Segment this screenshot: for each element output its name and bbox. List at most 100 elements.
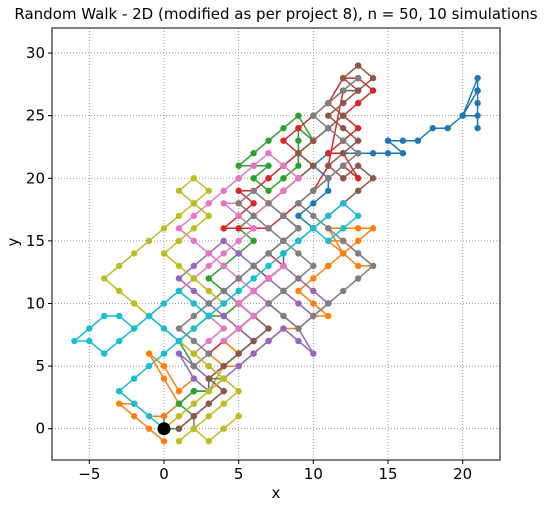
series-3-point bbox=[280, 175, 286, 181]
y-tick-label: 15 bbox=[26, 232, 45, 250]
series-10-point bbox=[161, 325, 167, 331]
series-4-point bbox=[250, 200, 256, 206]
series-8-point bbox=[206, 300, 212, 306]
series-9-point bbox=[161, 250, 167, 256]
series-6-point bbox=[340, 112, 346, 118]
series-8-point bbox=[295, 250, 301, 256]
series-6-point bbox=[355, 163, 361, 169]
series-7-point bbox=[280, 188, 286, 194]
series-2-point bbox=[310, 300, 316, 306]
series-6-point bbox=[206, 375, 212, 381]
series-8-point bbox=[310, 213, 316, 219]
series-8-point bbox=[295, 225, 301, 231]
series-10-point bbox=[250, 275, 256, 281]
series-6-point bbox=[265, 325, 271, 331]
series-9-point bbox=[206, 288, 212, 294]
series-1-point bbox=[474, 100, 480, 106]
series-1-point bbox=[400, 150, 406, 156]
series-8-point bbox=[250, 213, 256, 219]
series-10-point bbox=[191, 325, 197, 331]
series-9-point bbox=[191, 350, 197, 356]
series-8-point bbox=[295, 200, 301, 206]
series-5-point bbox=[265, 338, 271, 344]
series-6-point bbox=[340, 100, 346, 106]
series-9-point bbox=[206, 413, 212, 419]
series-7-point bbox=[235, 238, 241, 244]
series-5-point bbox=[280, 325, 286, 331]
series-5-point bbox=[295, 338, 301, 344]
series-7-point bbox=[206, 250, 212, 256]
series-3-point bbox=[250, 238, 256, 244]
series-5-point bbox=[221, 313, 227, 319]
series-8-point bbox=[325, 175, 331, 181]
series-10-point bbox=[295, 238, 301, 244]
series-1-point bbox=[474, 75, 480, 81]
series-8-point bbox=[265, 225, 271, 231]
series-10-point bbox=[325, 213, 331, 219]
series-10-point bbox=[280, 250, 286, 256]
series-4-point bbox=[235, 225, 241, 231]
series-2-point bbox=[355, 263, 361, 269]
series-2-point bbox=[310, 275, 316, 281]
series-10-point bbox=[116, 388, 122, 394]
series-7-point bbox=[206, 200, 212, 206]
series-10-point bbox=[191, 300, 197, 306]
series-8-point bbox=[340, 137, 346, 143]
series-2-point bbox=[355, 225, 361, 231]
series-10-point bbox=[146, 363, 152, 369]
series-7-point bbox=[221, 188, 227, 194]
series-5-point bbox=[310, 288, 316, 294]
series-1-point bbox=[474, 87, 480, 93]
series-6-point bbox=[221, 363, 227, 369]
y-tick-label: 10 bbox=[26, 294, 45, 312]
series-4-point bbox=[370, 87, 376, 93]
series-9-point bbox=[221, 425, 227, 431]
series-4-point bbox=[265, 175, 271, 181]
series-9-point bbox=[176, 238, 182, 244]
series-8-point bbox=[206, 350, 212, 356]
series-10-point bbox=[86, 338, 92, 344]
series-9-point bbox=[146, 238, 152, 244]
series-9-point bbox=[191, 425, 197, 431]
series-2-point bbox=[161, 413, 167, 419]
series-8-point bbox=[325, 125, 331, 131]
series-9-point bbox=[176, 188, 182, 194]
series-6-point bbox=[295, 150, 301, 156]
series-8-point bbox=[325, 300, 331, 306]
series-5-point bbox=[191, 288, 197, 294]
series-2-point bbox=[161, 375, 167, 381]
series-10-point bbox=[131, 400, 137, 406]
series-2-point bbox=[116, 400, 122, 406]
series-10-point bbox=[176, 338, 182, 344]
series-3-point bbox=[295, 163, 301, 169]
series-3-point bbox=[295, 112, 301, 118]
series-7-point bbox=[221, 263, 227, 269]
series-10-point bbox=[131, 325, 137, 331]
series-8-point bbox=[355, 250, 361, 256]
series-4-point bbox=[280, 137, 286, 143]
series-9-point bbox=[191, 275, 197, 281]
series-7-point bbox=[176, 225, 182, 231]
series-9-point bbox=[176, 438, 182, 444]
series-8-point bbox=[191, 363, 197, 369]
series-5-point bbox=[235, 363, 241, 369]
series-8-point bbox=[295, 325, 301, 331]
x-tick-label: −5 bbox=[78, 465, 100, 483]
series-8-point bbox=[340, 87, 346, 93]
series-9-point bbox=[206, 188, 212, 194]
series-1-point bbox=[474, 125, 480, 131]
series-1-point bbox=[474, 112, 480, 118]
series-7-point bbox=[250, 225, 256, 231]
series-10-point bbox=[146, 413, 152, 419]
x-tick-label: 20 bbox=[453, 465, 472, 483]
series-8-point bbox=[310, 112, 316, 118]
series-7-point bbox=[250, 163, 256, 169]
series-7-point bbox=[280, 163, 286, 169]
series-10-point bbox=[221, 300, 227, 306]
series-6-point bbox=[250, 338, 256, 344]
series-9-point bbox=[206, 363, 212, 369]
series-6-point bbox=[310, 163, 316, 169]
series-6-point bbox=[325, 163, 331, 169]
